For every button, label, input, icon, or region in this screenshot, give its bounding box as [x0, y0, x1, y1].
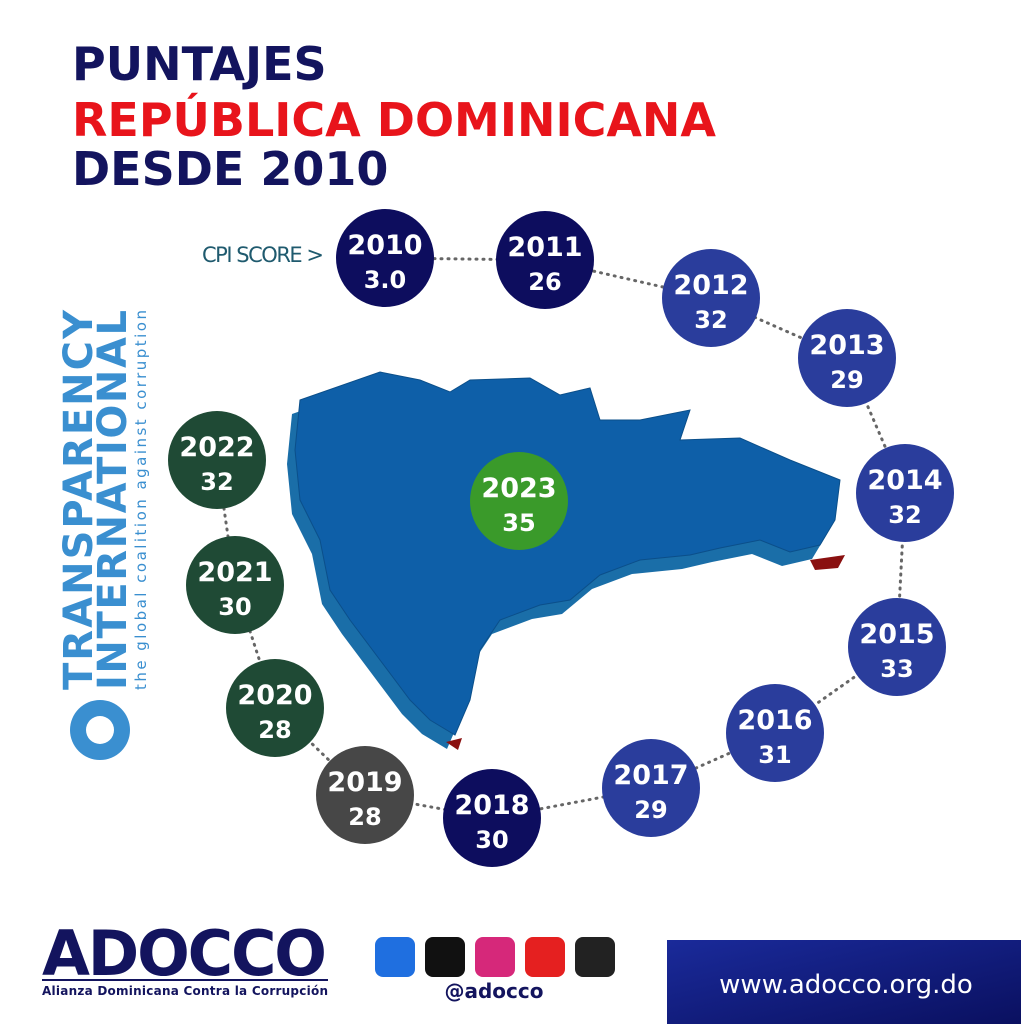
score: 28	[348, 803, 381, 831]
year: 2016	[737, 705, 812, 736]
year-circle	[443, 769, 541, 867]
year: 2011	[507, 232, 582, 263]
year-circle	[226, 659, 324, 757]
website[interactable]: www.adocco.org.do	[719, 970, 973, 1000]
score: 32	[888, 501, 921, 529]
year-circle	[336, 209, 434, 307]
logo-tagline: the global coalition against corruption	[132, 310, 150, 690]
year-circle	[168, 411, 266, 509]
x-icon[interactable]	[425, 937, 465, 977]
map	[294, 371, 841, 736]
year: 2015	[859, 619, 934, 650]
title-line: REPÚBLICA DOMINICANA	[72, 93, 716, 147]
year-circle	[848, 598, 946, 696]
score: 35	[502, 509, 535, 537]
year-circle	[856, 444, 954, 542]
map-island	[446, 738, 462, 750]
year: 2013	[809, 330, 884, 361]
score: 32	[694, 306, 727, 334]
score: 29	[830, 366, 863, 394]
youtube-icon[interactable]	[525, 937, 565, 977]
score: 3.0	[364, 266, 407, 294]
website-box[interactable]	[667, 940, 1021, 1024]
score: 26	[528, 268, 561, 296]
year: 2019	[327, 767, 402, 798]
title-line: DESDE 2010	[72, 142, 388, 196]
social-icons	[375, 937, 615, 977]
year: 2010	[347, 230, 422, 261]
year: 2023	[481, 473, 556, 504]
logo-text: INTERNATIONAL	[90, 310, 136, 690]
score: 30	[218, 593, 251, 621]
transparency-logo: TRANSPARENCY INTERNATIONAL the global co…	[56, 309, 150, 760]
year-circle	[496, 211, 594, 309]
adocco-logo: ADOCCO	[42, 917, 327, 990]
year: 2021	[197, 557, 272, 588]
year: 2017	[613, 760, 688, 791]
year-circle	[602, 739, 700, 837]
instagram-icon[interactable]	[475, 937, 515, 977]
tiktok-icon[interactable]	[575, 937, 615, 977]
facebook-icon[interactable]	[375, 937, 415, 977]
year: 2014	[867, 465, 942, 496]
score: 31	[758, 741, 791, 769]
year-circle	[470, 452, 568, 550]
score: 33	[880, 655, 913, 683]
year-circle	[798, 309, 896, 407]
logo-text: TRANSPARENCY	[56, 309, 102, 690]
score: 30	[475, 826, 508, 854]
year-circle	[316, 746, 414, 844]
year: 2020	[237, 680, 312, 711]
nodes: 2010 3.0 2011 26 2012 32 2013 29 2014 32 2015 33 201…	[168, 209, 954, 867]
map-island	[810, 555, 845, 570]
score: 32	[200, 468, 233, 496]
logo-icon	[86, 716, 114, 744]
score: 29	[634, 796, 667, 824]
year-circle	[726, 684, 824, 782]
year: 2012	[673, 270, 748, 301]
year-circle	[662, 249, 760, 347]
handle: @adocco	[444, 979, 543, 1003]
year: 2022	[179, 432, 254, 463]
score: 28	[258, 716, 291, 744]
adocco-subtitle: Alianza Dominicana Contra la Corrupción	[42, 984, 328, 998]
title-line: PUNTAJES	[72, 37, 327, 91]
year: 2018	[454, 790, 529, 821]
cpi-label: CPI SCORE >	[202, 243, 324, 267]
year-circle	[186, 536, 284, 634]
